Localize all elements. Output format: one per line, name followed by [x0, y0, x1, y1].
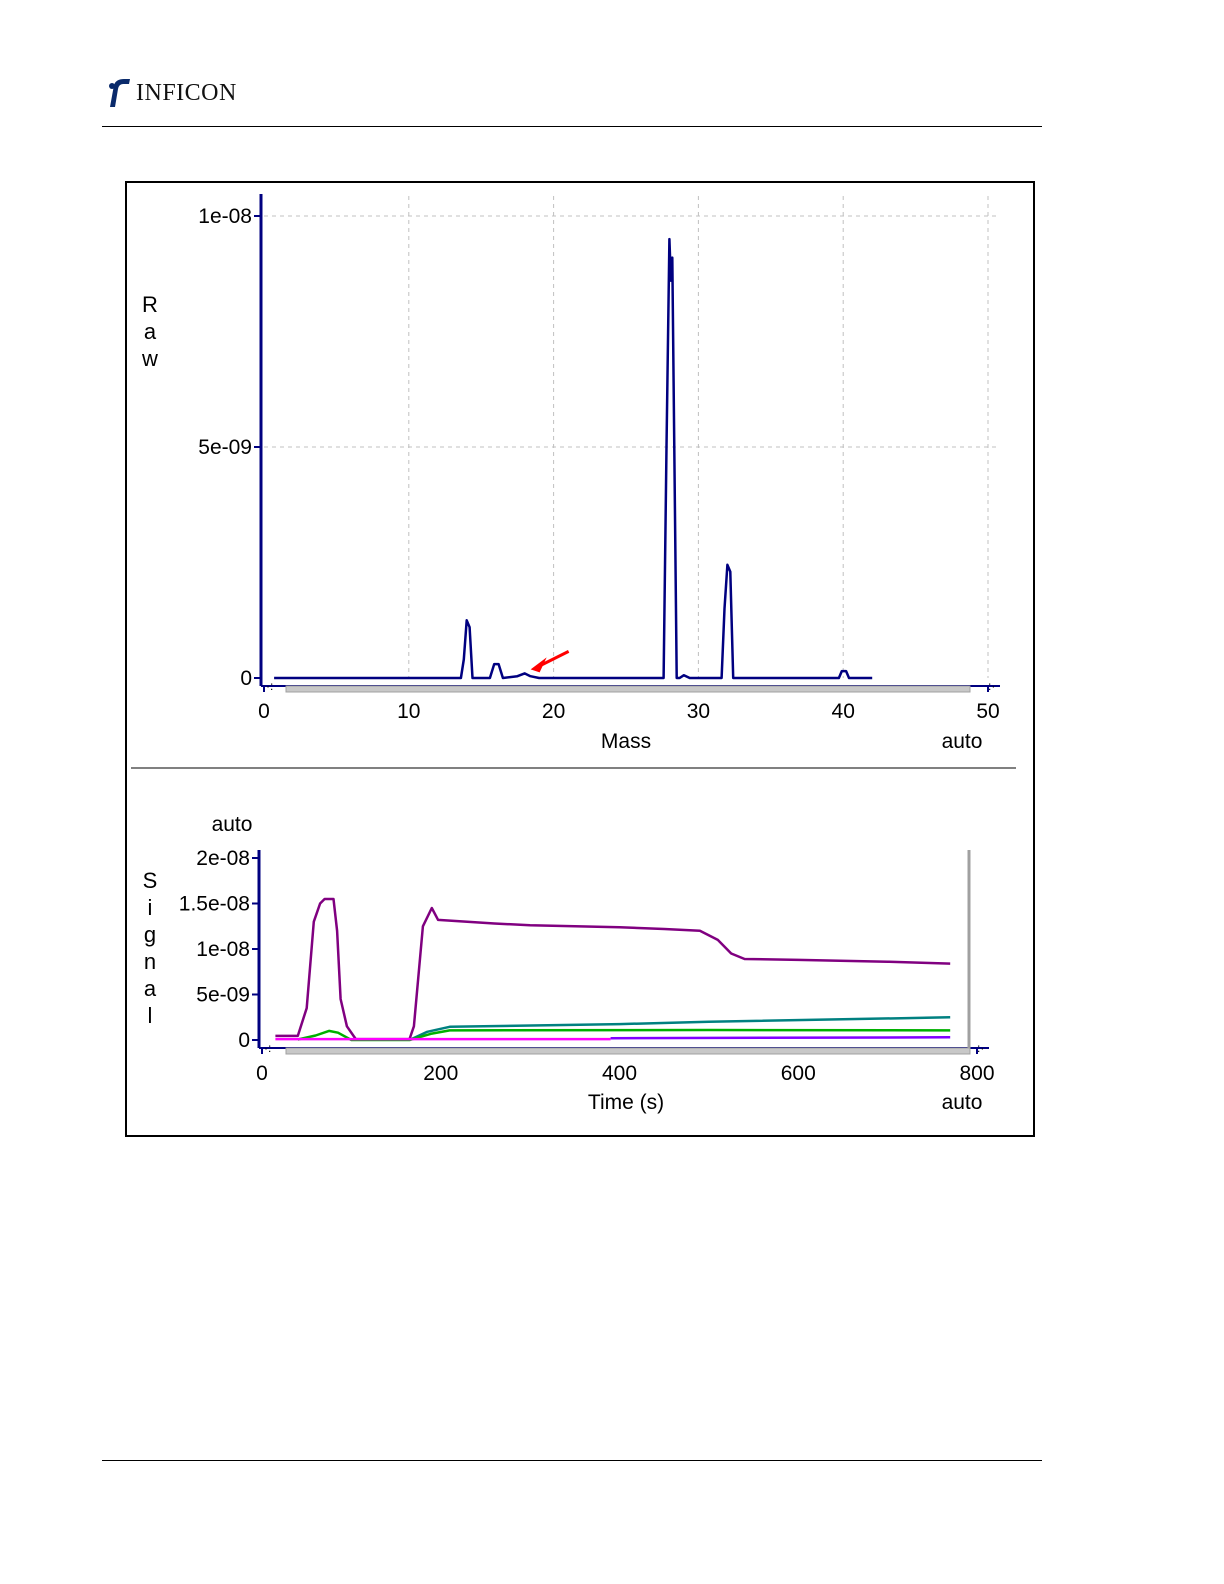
footer-rule [102, 1460, 1042, 1461]
chart-frame [125, 181, 1035, 1137]
inficon-logo-icon [109, 79, 130, 107]
company-logo: INFICON [106, 76, 237, 110]
header-rule [102, 126, 1042, 127]
panel-divider [131, 767, 1016, 769]
logo-text: INFICON [136, 80, 237, 106]
